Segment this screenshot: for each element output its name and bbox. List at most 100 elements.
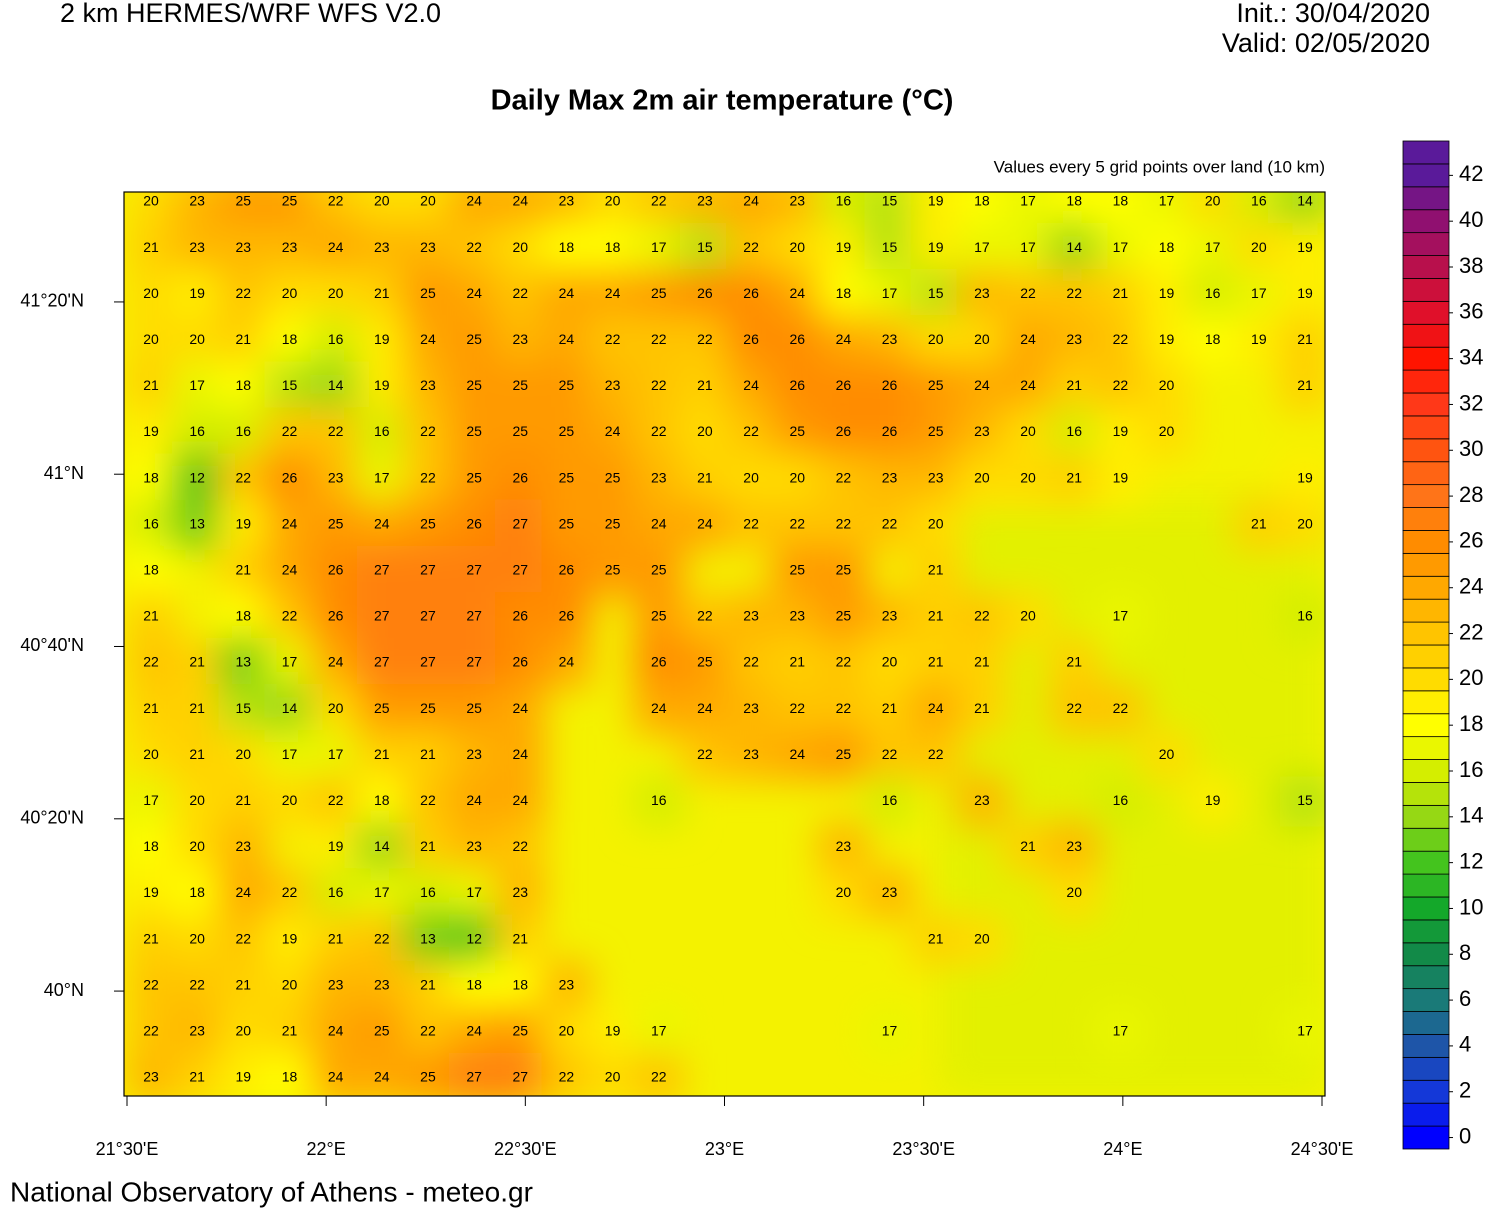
temperature-cell [1095,684,1146,735]
grid-value: 24 [928,700,944,716]
grid-value: 27 [466,562,482,578]
temperature-cell [449,914,500,965]
grid-value: 17 [282,654,298,670]
temperature-cell [402,223,454,274]
colorbar-box [1402,965,1450,990]
colorbar-label: 28 [1459,482,1483,507]
temperature-cell [218,868,269,919]
grid-value: 22 [743,654,759,670]
grid-value: 13 [189,515,205,531]
temperature-cell [956,453,1007,504]
grid-value: 26 [282,469,298,485]
grid-value: 21 [974,654,990,670]
temperature-cell [495,407,546,458]
temperature-cell [356,315,407,366]
colorbar-stop [1425,678,1427,680]
lat-tick-label: 41°20'N [20,291,84,311]
grid-value: 16 [836,193,852,209]
temperature-cell [495,822,546,873]
temperature-cell [1002,315,1054,366]
grid-value: 22 [143,654,159,670]
grid-value: 17 [651,239,667,255]
grid-value: 17 [1020,239,1036,255]
grid-value: 19 [189,285,205,301]
temperature-cell [541,1006,592,1057]
temperature-cell [449,822,500,873]
grid-value: 16 [420,884,436,900]
lat-tick-label: 41°N [44,463,84,483]
grid-value: 14 [374,838,390,854]
grid-value: 20 [605,193,621,209]
temperature-cell [310,914,361,965]
grid-value: 18 [1159,239,1175,255]
grid-value: 21 [143,377,159,393]
temperature-cell [495,545,546,596]
lon-tick-label: 24°E [1103,1139,1142,1159]
temperature-cell [125,960,177,1011]
grid-value: 22 [236,469,252,485]
temperature-cell [587,499,638,550]
temperature-cell [1095,776,1146,827]
grid-value: 23 [882,884,898,900]
grid-value: 18 [836,285,852,301]
grid-value: 25 [836,746,852,762]
grid-value: 22 [328,792,344,808]
colorbar-stop [1425,907,1427,909]
colorbar-label: 26 [1459,528,1483,553]
temperature-cell [1187,269,1238,320]
grid-value: 17 [882,1023,898,1039]
grid-value: 16 [328,331,344,347]
grid-value: 24 [466,1023,482,1039]
axes: 21°30'E 22°E 22°30'E 23°E 23°30'E 24°E 24°30'E… [20,291,1353,1159]
temperature-cell [633,407,684,458]
grid-value: 25 [651,608,667,624]
grid-value: 24 [466,792,482,808]
temperature-cell [864,591,915,642]
temperature-cell [218,1006,269,1057]
colorbar-stop [1425,770,1427,772]
grid-value: 20 [189,331,205,347]
colorbar-stop [1425,862,1427,864]
colorbar-box [1402,644,1450,669]
temperature-cell [356,192,407,228]
colorbar-label: 20 [1459,665,1483,690]
temperature-cell [218,914,269,965]
colorbar-box [1402,873,1450,898]
grid-value: 16 [882,792,898,808]
grid-value: 19 [1159,285,1175,301]
temperature-cell [956,192,1007,228]
temperature-cell [449,684,500,735]
grid-value: 27 [512,515,528,531]
temperature-cell [125,730,177,781]
grid-value: 20 [1020,469,1036,485]
grid-value: 19 [836,239,852,255]
temperature-cell [818,822,869,873]
temperature-cell [218,545,269,596]
temperature-cell [541,637,592,689]
temperature-cell [402,684,454,735]
temperature-cell [402,822,454,873]
grid-value: 23 [328,469,344,485]
grid-value: 22 [328,193,344,209]
temperature-cell [264,223,315,274]
temperature-cell [587,361,638,412]
grid-value: 26 [651,654,667,670]
temperature-cell [910,269,961,320]
grid-value: 24 [328,654,344,670]
grid-value: 20 [328,285,344,301]
grid-value: 21 [1020,838,1036,854]
temperature-cell [218,591,269,642]
temperature-cell [310,960,361,1011]
grid-value: 26 [559,562,575,578]
temperature-cell [1095,591,1146,642]
grid-value: 27 [374,562,390,578]
grid-value: 24 [697,700,713,716]
temperature-cell [864,269,915,320]
grid-value: 20 [282,976,298,992]
temperature-cell [402,960,454,1011]
grid-value: 26 [882,423,898,439]
grid-value: 26 [697,285,713,301]
grid-value: 20 [328,700,344,716]
temperature-cell [633,637,684,689]
